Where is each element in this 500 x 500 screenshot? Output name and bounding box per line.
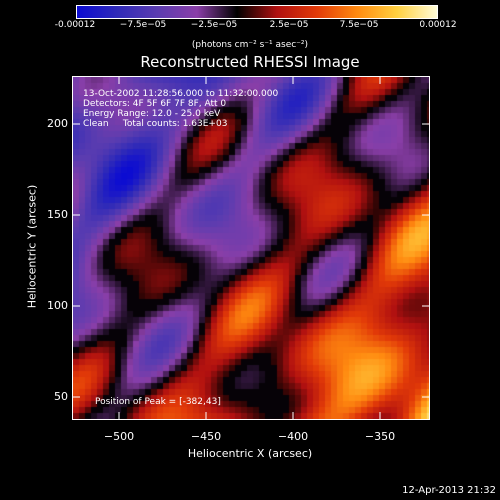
colorbar-tick: 7.5e−05 <box>339 20 379 30</box>
image-title: Reconstructed RHESSI Image <box>140 53 360 71</box>
x-tick-label: −350 <box>364 430 396 443</box>
info-detectors: Detectors: 4F 5F 6F 7F 8F, Att 0 <box>83 99 227 109</box>
colorbar <box>76 5 438 19</box>
colorbar-tick: −2.5e−05 <box>190 20 238 30</box>
colorbar-tick: -0.00012 <box>54 20 96 30</box>
colorbar-tick: −7.5e−05 <box>119 20 167 30</box>
x-tick-label: −400 <box>277 430 309 443</box>
y-tick-label: 150 <box>47 208 68 221</box>
x-tick-label: −500 <box>103 430 135 443</box>
x-tick-label: −450 <box>190 430 222 443</box>
y-tick-label: 200 <box>47 117 68 130</box>
info-counts: Clean Total counts: 1.63E+03 <box>83 119 228 129</box>
x-axis-label: Heliocentric X (arcsec) <box>187 447 313 460</box>
colorbar-tick: 0.00012 <box>419 20 457 30</box>
y-axis-label: Heliocentric Y (arcsec) <box>25 184 39 309</box>
y-tick-label: 50 <box>54 390 68 403</box>
peak-position: Position of Peak = [-382,43] <box>95 397 221 407</box>
y-tick-label: 100 <box>47 299 68 312</box>
image-plot: 13-Oct-2002 11:28:56.000 to 11:32:00.000… <box>72 76 430 420</box>
info-energy-range: Energy Range: 12.0 - 25.0 keV <box>83 109 221 119</box>
info-time-range: 13-Oct-2002 11:28:56.000 to 11:32:00.000 <box>83 89 279 99</box>
intensity-map <box>73 77 429 419</box>
colorbar-unit: (photons cm⁻² s⁻¹ asec⁻²) <box>191 40 309 50</box>
timestamp: 12-Apr-2013 21:32 <box>402 485 496 496</box>
colorbar-tick: 2.5e−05 <box>269 20 309 30</box>
